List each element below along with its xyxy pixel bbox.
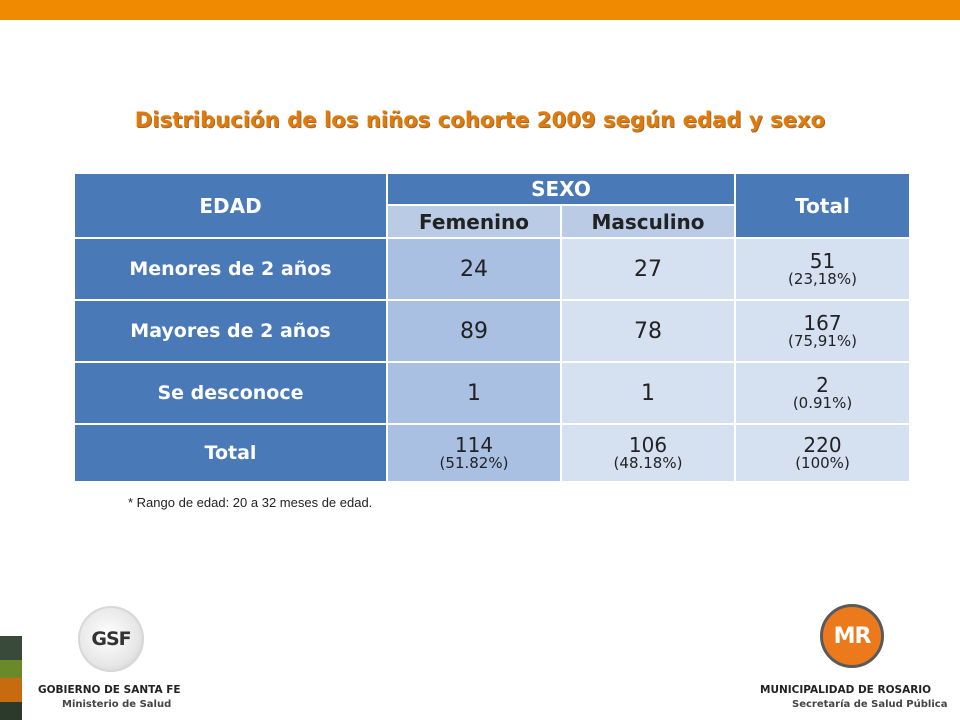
mr-org-name: MUNICIPALIDAD DE ROSARIO	[760, 684, 932, 696]
header-masculino: Masculino	[560, 204, 736, 239]
cell-grand-total: 220 (100%)	[734, 423, 911, 483]
cell-masculino: 1	[560, 361, 736, 425]
masculino-total-value: 106	[628, 432, 668, 457]
cell-masculino: 27	[560, 237, 736, 301]
page-title: Distribución de los niños cohorte 2009 s…	[134, 108, 826, 132]
table-row: Se desconoce 1 1 2 (0.91%)	[73, 361, 911, 425]
femenino-total-value: 114	[454, 432, 494, 457]
header-femenino: Femenino	[386, 204, 562, 239]
cell-femenino: 1	[386, 361, 562, 425]
total-percent: (0.91%)	[792, 393, 853, 412]
row-label: Mayores de 2 años	[73, 299, 388, 363]
cell-femenino: 89	[386, 299, 562, 363]
table-total-row: Total 114 (51.82%) 106 (48.18%) 220 (100…	[73, 423, 911, 483]
femenino-total-percent: (51.82%)	[439, 453, 509, 472]
total-row-label: Total	[73, 423, 388, 483]
cell-total: 167 (75,91%)	[734, 299, 911, 363]
data-table: EDAD SEXO Total Femenino Masculino Menor…	[73, 172, 911, 483]
total-percent: (23,18%)	[788, 269, 857, 288]
mr-logo-mark: MR	[833, 623, 872, 649]
mr-logo-icon: MR	[820, 604, 884, 668]
decorative-strip	[0, 702, 22, 720]
total-value: 51	[809, 248, 836, 273]
cell-femenino: 24	[386, 237, 562, 301]
gsf-logo-icon: GSF	[78, 606, 144, 672]
table-row: Mayores de 2 años 89 78 167 (75,91%)	[73, 299, 911, 363]
cell-masculino-total: 106 (48.18%)	[560, 423, 736, 483]
gsf-logo-mark: GSF	[91, 628, 131, 650]
footnote: * Rango de edad: 20 a 32 meses de edad.	[128, 495, 373, 510]
cell-total: 51 (23,18%)	[734, 237, 911, 301]
total-percent: (75,91%)	[788, 331, 857, 350]
decorative-strip	[0, 660, 22, 678]
grand-total-percent: (100%)	[795, 453, 850, 472]
row-label: Se desconoce	[73, 361, 388, 425]
masculino-total-percent: (48.18%)	[613, 453, 683, 472]
gsf-org-subtitle: Ministerio de Salud	[62, 699, 172, 710]
top-accent-bar	[0, 0, 960, 20]
total-value: 2	[816, 372, 829, 397]
grand-total-value: 220	[803, 432, 842, 457]
gsf-org-name: GOBIERNO DE SANTA FE	[38, 684, 181, 696]
decorative-strip	[0, 678, 22, 702]
cell-femenino-total: 114 (51.82%)	[386, 423, 562, 483]
header-sexo: SEXO	[386, 172, 736, 206]
cell-total: 2 (0.91%)	[734, 361, 911, 425]
header-total: Total	[734, 172, 911, 239]
decorative-strip	[0, 636, 22, 660]
table-row: Menores de 2 años 24 27 51 (23,18%)	[73, 237, 911, 301]
row-label: Menores de 2 años	[73, 237, 388, 301]
mr-org-subtitle: Secretaría de Salud Pública	[792, 699, 948, 710]
header-edad: EDAD	[73, 172, 388, 239]
cell-masculino: 78	[560, 299, 736, 363]
total-value: 167	[803, 310, 842, 335]
